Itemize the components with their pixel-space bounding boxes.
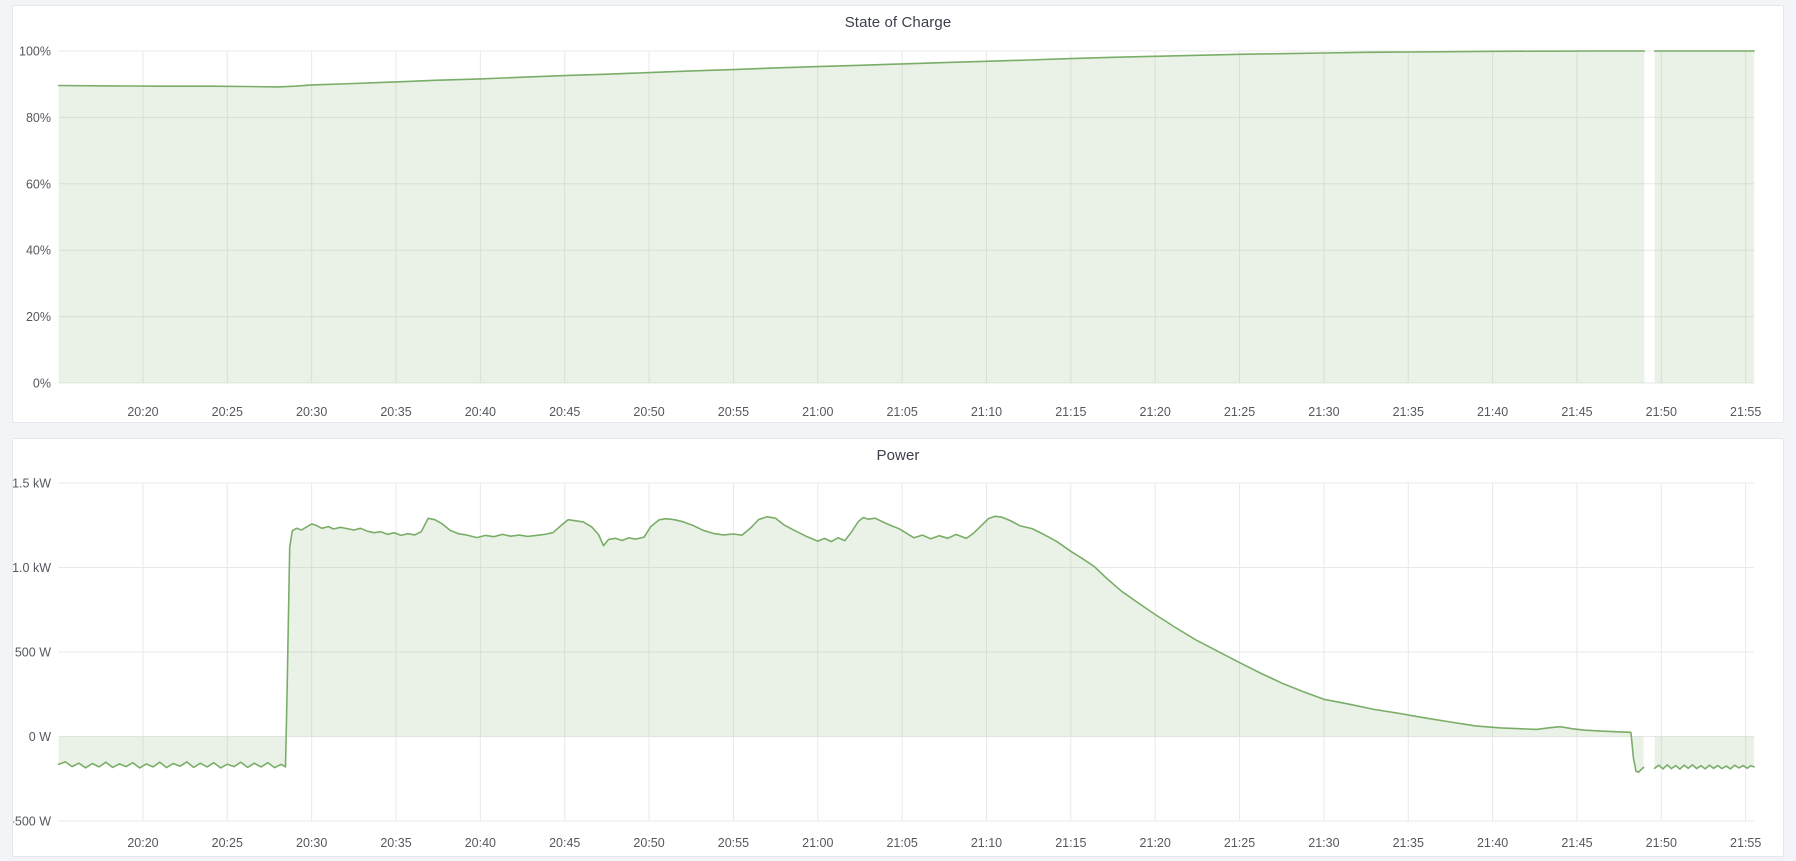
x-tick-label: 21:00 [802,836,833,850]
y-tick-label: 0 W [29,730,51,744]
x-tick-label: 21:55 [1730,405,1761,419]
y-tick-label: 1.5 kW [13,477,51,491]
x-tick-label: 21:45 [1561,836,1592,850]
x-tick-label: 21:10 [971,836,1002,850]
y-tick-label: 80% [26,111,51,125]
x-tick-label: 20:35 [380,836,411,850]
x-tick-label: 20:45 [549,836,580,850]
x-tick-label: 21:50 [1646,836,1677,850]
series-fill [58,516,1644,773]
series-line [57,50,1646,88]
x-tick-label: 21:40 [1477,405,1508,419]
grid [58,482,1755,822]
series-line [57,515,1645,774]
grid [58,50,1755,384]
panel-power: Power 20:20 20:25 20:30 20:35 20:40 20:45 20:5… [12,438,1784,857]
x-tick-label: 20:40 [465,836,496,850]
x-tick-label: 21:20 [1140,405,1171,419]
x-tick-label: 21:15 [1055,836,1086,850]
state-of-charge-chart[interactable]: 20:20 20:25 20:30 20:35 20:40 20:45 20:50 20:55… [13,6,1783,422]
panel-title-state-of-charge[interactable]: State of Charge [844,14,952,31]
x-tick-label: 21:20 [1140,836,1171,850]
y-tick-label: 500 W [15,646,51,660]
x-tick-label: 20:40 [465,405,496,419]
y-tick-label: 40% [26,244,51,258]
x-tick-label: 21:45 [1561,405,1592,419]
y-tick-label: 60% [26,177,51,191]
x-tick-label: 21:05 [886,836,917,850]
x-tick-label: 20:20 [127,405,158,419]
series-fill [58,51,1645,383]
x-tick-label: 21:35 [1393,405,1424,419]
x-tick-label: 20:25 [212,836,243,850]
x-tick-label: 21:15 [1055,405,1086,419]
x-tick-label: 21:00 [802,405,833,419]
x-tick-label: 21:30 [1308,405,1339,419]
y-tick-label: 20% [26,310,51,324]
plot-area[interactable] [59,483,1755,821]
x-tick-label: 20:45 [549,405,580,419]
x-tick-label: 21:50 [1646,405,1677,419]
panel-title-power[interactable]: Power [876,447,920,464]
x-tick-label: 20:35 [380,405,411,419]
x-tick-label: 21:40 [1477,836,1508,850]
x-tick-label: 21:05 [886,405,917,419]
x-tick-label: 20:25 [212,405,243,419]
x-tick-label: 21:35 [1393,836,1424,850]
x-tick-label: 20:30 [296,405,327,419]
panel-state-of-charge: State of Charge 20:20 20:25 20:30 20:35 20:4… [12,5,1784,423]
y-tick-label: 1.0 kW [13,561,51,575]
x-tick-label: 21:25 [1224,836,1255,850]
x-tick-label: 20:50 [633,405,664,419]
plot-area[interactable] [59,51,1755,383]
power-chart[interactable]: 20:20 20:25 20:30 20:35 20:40 20:45 20:50 20:55… [13,439,1783,856]
y-tick-label: 100% [19,45,51,59]
x-tick-label: 21:10 [971,405,1002,419]
x-tick-label: 20:50 [633,836,664,850]
x-tick-label: 20:55 [718,836,749,850]
series-line [1653,764,1755,770]
series-fill [1654,51,1755,383]
x-tick-label: 20:20 [127,836,158,850]
x-tick-label: 20:30 [296,836,327,850]
y-tick-label: 0% [33,377,51,391]
x-tick-label: 21:25 [1224,405,1255,419]
x-tick-label: 20:55 [718,405,749,419]
y-tick-label: -500 W [13,815,51,829]
x-tick-label: 21:30 [1308,836,1339,850]
series-fill [1654,736,1755,770]
x-tick-label: 21:55 [1730,836,1761,850]
